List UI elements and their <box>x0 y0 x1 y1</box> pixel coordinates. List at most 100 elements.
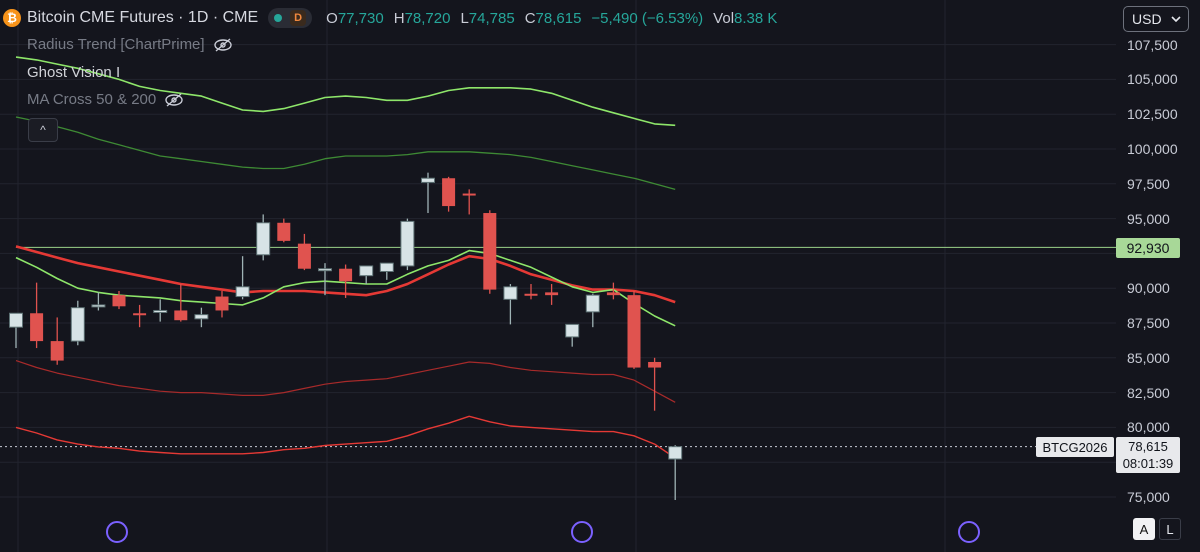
candle-body <box>256 222 271 256</box>
indicator-ghost-vision[interactable]: Ghost Vision I <box>27 64 120 81</box>
candle-body <box>668 446 683 460</box>
candle-up <box>256 214 271 261</box>
candle-body <box>421 177 435 183</box>
price-axis-label: 102,500 <box>1127 106 1178 123</box>
low-value: 74,785 <box>468 9 515 27</box>
candle-up <box>153 299 168 322</box>
price-axis-label: 75,000 <box>1127 489 1170 505</box>
ohlc-values: O77,730 H78,720 L74,785 C78,615 −5,490 (… <box>326 10 777 27</box>
candle-up <box>235 256 250 300</box>
high-key: H <box>393 9 405 27</box>
candle-down <box>442 176 456 212</box>
candle-body <box>339 268 353 282</box>
indicator-label: Ghost Vision I <box>27 64 121 81</box>
candle-down <box>215 290 229 318</box>
price-chart[interactable] <box>0 0 1116 552</box>
candle-up <box>318 263 332 296</box>
candle-down <box>462 189 476 215</box>
candle-down <box>112 290 126 310</box>
candle-body <box>565 323 580 338</box>
candle-up <box>400 218 415 271</box>
candle-down <box>133 304 147 328</box>
candle-body <box>462 193 476 196</box>
candle-down <box>545 284 559 305</box>
currency-select[interactable]: USD <box>1123 6 1189 32</box>
indicator-ma-cross[interactable]: MA Cross 50 & 200 <box>27 91 184 108</box>
candle-down <box>627 290 641 369</box>
candle-body <box>545 292 559 296</box>
lower-inner-band-line <box>15 360 676 403</box>
eye-off-icon[interactable] <box>164 92 184 107</box>
candle-body <box>30 313 44 342</box>
price-axis-label: 80,000 <box>1127 419 1170 436</box>
candle-body <box>483 213 497 290</box>
candle-body <box>379 262 394 272</box>
level-price-tag: 92,930 <box>1116 238 1180 258</box>
candle-down <box>30 282 44 349</box>
candle-down <box>606 282 620 300</box>
eye-off-icon[interactable] <box>213 37 233 52</box>
event-marker-icon[interactable] <box>958 521 980 543</box>
candle-up <box>70 300 85 346</box>
candle-body <box>91 304 106 308</box>
low-key: L <box>460 9 469 27</box>
candle-up <box>668 445 683 500</box>
candle-up <box>585 293 600 328</box>
chevron-down-icon <box>1171 16 1181 22</box>
candle-body <box>524 293 538 296</box>
volume-value: 8.38 K <box>734 9 778 27</box>
candle-up <box>9 312 23 349</box>
candle-body <box>194 314 209 320</box>
candle-body <box>400 220 415 267</box>
high-value: 78,720 <box>404 9 451 27</box>
candle-down <box>297 233 311 271</box>
candle-body <box>153 309 168 313</box>
candle-body <box>235 286 250 298</box>
candle-body <box>70 307 85 342</box>
price-axis-label: 97,500 <box>1127 175 1170 192</box>
log-scale-button[interactable]: L <box>1159 518 1181 540</box>
price-axis-label: 100,000 <box>1127 141 1178 157</box>
chevron-up-icon: ^ <box>40 123 46 137</box>
price-axis-label: 105,000 <box>1127 71 1178 88</box>
candle-up <box>379 262 394 280</box>
chart-header: ₿ Bitcoin CME Futures · 1D · CME D O77,7… <box>0 6 777 30</box>
candle-down <box>174 284 188 322</box>
symbol-title[interactable]: Bitcoin CME Futures · 1D · CME <box>27 9 259 26</box>
candle-body <box>174 310 188 321</box>
candle-down <box>339 264 353 298</box>
event-marker-icon[interactable] <box>571 521 593 543</box>
currency-label: USD <box>1132 11 1162 27</box>
close-value: 78,615 <box>535 9 582 27</box>
collapse-legend-button[interactable]: ^ <box>28 118 58 142</box>
event-marker-icon[interactable] <box>106 521 128 543</box>
candle-body <box>215 296 229 311</box>
candle-body <box>297 243 311 269</box>
change-value: −5,490 (−6.53%) <box>591 9 704 27</box>
live-dot-icon <box>274 14 283 22</box>
candle-body <box>318 268 332 272</box>
candle-down <box>524 284 538 300</box>
lower-band-line <box>15 415 676 459</box>
grid <box>0 0 1116 552</box>
price-axis-label: 95,000 <box>1127 210 1170 227</box>
last-price-tag: 78,615 08:01:39 <box>1116 437 1180 473</box>
candle-up <box>565 323 580 347</box>
indicator-radius-trend[interactable]: Radius Trend [ChartPrime] <box>27 36 233 53</box>
candles <box>9 172 683 500</box>
indicator-label: Radius Trend [ChartPrime] <box>27 36 205 53</box>
candle-body <box>585 294 600 313</box>
price-axis-label: 82,500 <box>1127 384 1170 401</box>
candle-body <box>277 222 291 241</box>
auto-scale-button[interactable]: A <box>1133 518 1155 540</box>
indicator-lines <box>15 56 676 459</box>
candle-up <box>503 284 518 325</box>
candle-body <box>50 341 64 361</box>
candle-body <box>627 295 641 368</box>
candle-down <box>648 357 662 411</box>
symbol-tag: BTCG2026 <box>1036 437 1114 457</box>
indicator-label: MA Cross 50 & 200 <box>27 91 157 108</box>
market-status[interactable]: D <box>268 8 313 28</box>
countdown-value: 08:01:39 <box>1122 456 1174 471</box>
candle-body <box>9 312 23 328</box>
